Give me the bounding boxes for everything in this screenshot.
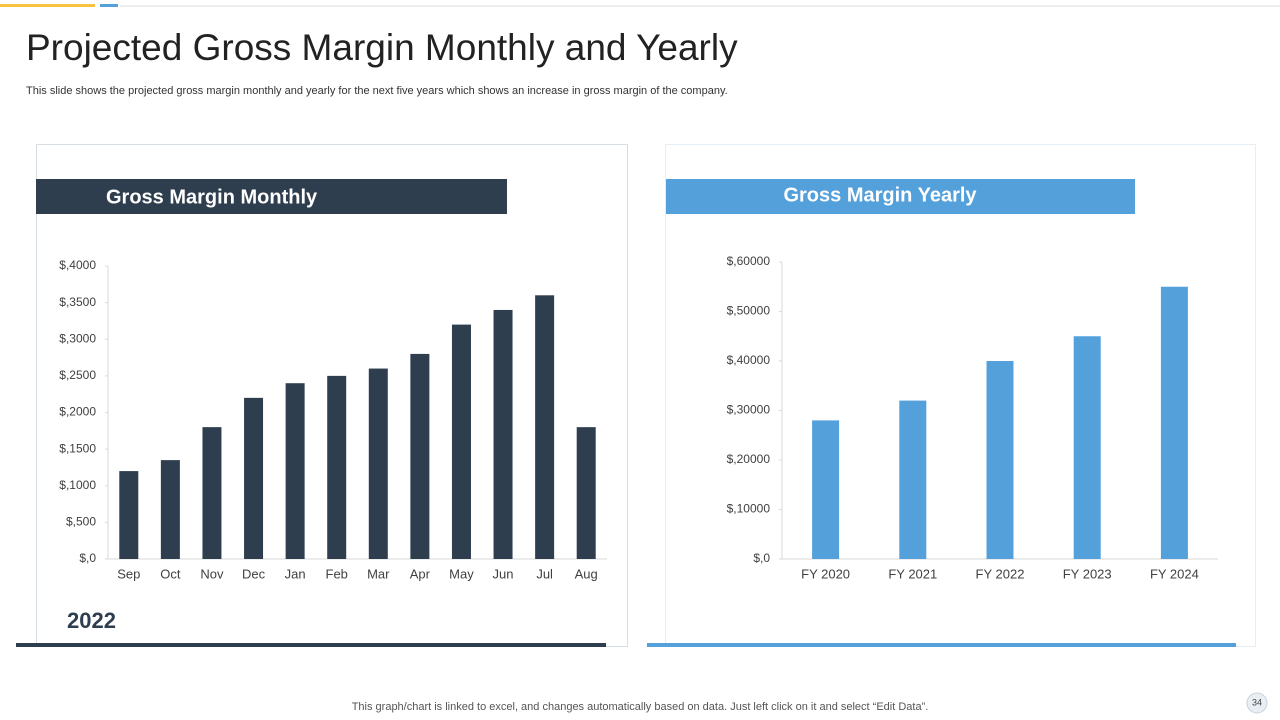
x-tick-label: May — [449, 566, 474, 581]
page-number: 34 — [1252, 697, 1262, 707]
y-tick-label: $,1500 — [59, 441, 96, 455]
y-tick-label: $,3500 — [59, 295, 96, 309]
bar — [1073, 336, 1101, 559]
x-tick-label: Apr — [410, 566, 431, 581]
x-tick-label: Sep — [117, 566, 140, 581]
x-tick-label: Dec — [242, 566, 266, 581]
x-tick-label: FY 2022 — [976, 566, 1025, 581]
y-tick-label: $,3000 — [59, 331, 96, 345]
y-tick-label: $,500 — [66, 515, 96, 529]
bar — [986, 361, 1014, 559]
y-tick-label: $,20000 — [727, 452, 771, 466]
y-tick-label: $,10000 — [727, 502, 771, 516]
chart-title: Gross Margin Monthly — [106, 186, 318, 208]
x-tick-label: FY 2020 — [801, 566, 850, 581]
bar — [285, 383, 305, 559]
x-tick-label: Mar — [367, 566, 390, 581]
accent-line — [100, 4, 118, 7]
y-tick-label: $,30000 — [727, 403, 771, 417]
bar — [576, 427, 596, 559]
x-tick-label: FY 2023 — [1063, 566, 1112, 581]
x-tick-label: Jul — [536, 566, 553, 581]
panel-base — [647, 643, 1236, 647]
chart-title: Gross Margin Yearly — [783, 184, 977, 206]
x-tick-label: FY 2021 — [888, 566, 937, 581]
bar — [327, 375, 347, 559]
footer-note: This graph/chart is linked to excel, and… — [352, 701, 929, 713]
y-tick-label: $,60000 — [727, 254, 771, 268]
bar — [244, 397, 264, 559]
y-tick-label: $,40000 — [727, 353, 771, 367]
panel-base — [16, 643, 606, 647]
y-tick-label: $,2000 — [59, 405, 96, 419]
x-tick-label: FY 2024 — [1150, 566, 1199, 581]
bar — [119, 471, 139, 559]
y-tick-label: $,50000 — [727, 304, 771, 318]
slide-subtitle: This slide shows the projected gross mar… — [26, 85, 728, 97]
bar — [493, 309, 513, 559]
bar — [410, 353, 430, 559]
y-tick-label: $,4000 — [59, 258, 96, 272]
y-tick-label: $,0 — [753, 551, 770, 565]
bar — [202, 427, 222, 559]
y-tick-label: $,0 — [79, 551, 96, 565]
panel-header — [666, 179, 1135, 214]
bar — [812, 420, 840, 559]
accent-line — [0, 4, 95, 7]
y-tick-label: $,1000 — [59, 478, 96, 492]
slide-title: Projected Gross Margin Monthly and Yearl… — [26, 27, 738, 68]
x-tick-label: Aug — [575, 566, 598, 581]
bar — [899, 400, 927, 559]
year-label: 2022 — [67, 608, 116, 633]
x-tick-label: Jan — [285, 566, 306, 581]
page-badge — [1246, 692, 1268, 714]
panel-header — [36, 179, 507, 214]
bar — [368, 368, 388, 559]
bar — [160, 460, 180, 559]
x-tick-label: Jun — [493, 566, 514, 581]
bar — [451, 324, 471, 559]
bar — [535, 295, 555, 559]
x-tick-label: Feb — [326, 566, 348, 581]
x-tick-label: Nov — [200, 566, 224, 581]
y-tick-label: $,2500 — [59, 368, 96, 382]
x-tick-label: Oct — [160, 566, 181, 581]
bar — [1160, 286, 1188, 559]
